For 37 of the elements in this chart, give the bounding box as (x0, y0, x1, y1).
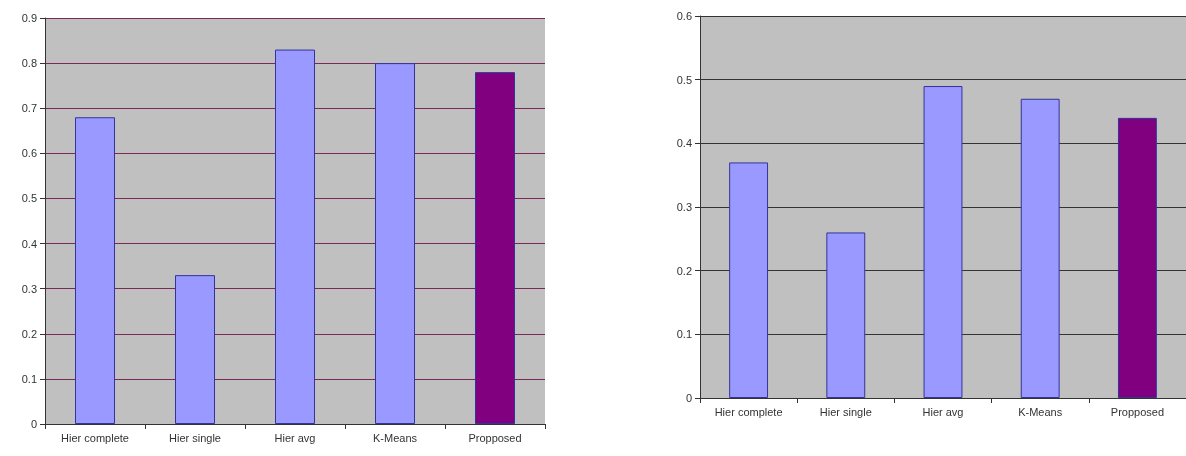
bar (1117, 117, 1157, 398)
x-tick-label: Hier complete (714, 405, 783, 418)
x-tick-label: Hier avg (274, 431, 316, 444)
bar (923, 86, 963, 398)
y-tick-label: 0 (685, 392, 692, 404)
y-tick-label: 0.3 (21, 282, 37, 295)
y-tick-label: 0.9 (21, 12, 37, 24)
y-tick-label: 0.6 (21, 147, 37, 160)
y-tick-label: 0.1 (676, 328, 692, 341)
y-tick-label: 0.1 (21, 372, 37, 385)
y-tick-label: 0.4 (676, 137, 692, 150)
x-tick-label: K-Means (372, 431, 418, 444)
x-tick-label: Propposed (1110, 405, 1165, 418)
y-tick-label: 0.2 (676, 264, 692, 277)
bar (75, 117, 115, 424)
y-tick-label: 0.7 (21, 102, 37, 115)
y-tick-label: 0 (30, 418, 37, 430)
y-tick-label: 0.8 (21, 57, 37, 70)
y-tick-label: 0.3 (676, 201, 692, 213)
x-tick-label: Hier single (169, 431, 221, 444)
x-tick-label: Hier avg (922, 405, 964, 418)
bar (275, 49, 315, 424)
x-tick-label: Hier complete (61, 431, 129, 444)
y-tick-label: 0.4 (21, 237, 37, 250)
y-tick-label: 0.5 (21, 192, 37, 205)
y-tick-label: 0.6 (676, 10, 692, 22)
bar (826, 232, 866, 398)
bar (375, 63, 415, 424)
bar (475, 72, 515, 424)
x-tick-label: Hier single (819, 405, 872, 418)
y-tick-label: 0.5 (676, 73, 692, 86)
y-tick-label: 0.2 (21, 327, 37, 340)
bar (1020, 98, 1060, 398)
x-tick-label: Propposed (468, 431, 522, 444)
x-tick-label: K-Means (1018, 405, 1063, 418)
bar (729, 162, 769, 398)
bar (175, 275, 215, 424)
